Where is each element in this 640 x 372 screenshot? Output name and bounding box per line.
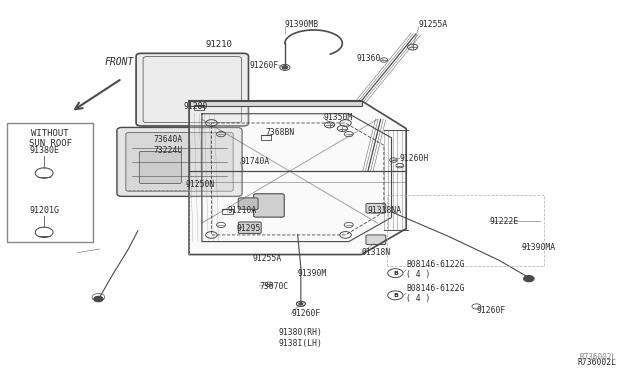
FancyBboxPatch shape bbox=[140, 151, 181, 183]
Text: 91318NA: 91318NA bbox=[368, 206, 402, 215]
Text: 91380E: 91380E bbox=[29, 146, 59, 155]
Text: R736002L: R736002L bbox=[578, 357, 617, 366]
Text: 91260F: 91260F bbox=[476, 306, 506, 315]
FancyBboxPatch shape bbox=[126, 133, 233, 191]
Text: 91390MA: 91390MA bbox=[521, 243, 556, 251]
Circle shape bbox=[524, 276, 534, 282]
Text: WITHOUT
SUN ROOF: WITHOUT SUN ROOF bbox=[29, 129, 72, 148]
Text: 73224U: 73224U bbox=[154, 146, 182, 155]
Circle shape bbox=[299, 303, 303, 305]
FancyBboxPatch shape bbox=[253, 194, 284, 217]
Text: FRONT: FRONT bbox=[104, 57, 134, 67]
Text: 91280: 91280 bbox=[184, 102, 208, 111]
Text: 91260F: 91260F bbox=[249, 61, 278, 70]
Text: 91360: 91360 bbox=[356, 54, 381, 62]
Text: 91740A: 91740A bbox=[240, 157, 269, 166]
Text: B: B bbox=[393, 270, 398, 276]
FancyBboxPatch shape bbox=[238, 198, 258, 209]
Text: 91390M: 91390M bbox=[298, 269, 327, 278]
Polygon shape bbox=[189, 101, 406, 254]
FancyBboxPatch shape bbox=[189, 101, 362, 106]
Circle shape bbox=[282, 66, 287, 69]
Text: B: B bbox=[393, 293, 398, 298]
Text: 73640A: 73640A bbox=[154, 135, 182, 144]
Text: 91255A: 91255A bbox=[253, 254, 282, 263]
Text: 91250N: 91250N bbox=[186, 180, 215, 189]
Text: 91260F: 91260F bbox=[291, 310, 321, 318]
FancyBboxPatch shape bbox=[136, 53, 248, 126]
Text: 7368BN: 7368BN bbox=[266, 128, 295, 137]
Text: 91390MB: 91390MB bbox=[285, 20, 319, 29]
Text: 91210: 91210 bbox=[205, 40, 232, 49]
Text: 91222E: 91222E bbox=[489, 217, 518, 226]
FancyBboxPatch shape bbox=[366, 235, 386, 244]
Text: 91380(RH)
9138I(LH): 91380(RH) 9138I(LH) bbox=[278, 328, 323, 348]
Text: R736002L: R736002L bbox=[580, 353, 617, 362]
Text: 91210A: 91210A bbox=[227, 206, 257, 215]
FancyBboxPatch shape bbox=[366, 203, 386, 213]
Text: 91255A: 91255A bbox=[419, 20, 448, 29]
Bar bbox=[7, 123, 93, 241]
Circle shape bbox=[94, 296, 103, 302]
FancyBboxPatch shape bbox=[238, 222, 261, 234]
Text: 91295: 91295 bbox=[237, 224, 261, 233]
Text: 91260H: 91260H bbox=[400, 154, 429, 163]
Text: B08146-6122G
( 4 ): B08146-6122G ( 4 ) bbox=[406, 260, 465, 279]
Text: B08146-6122G
( 4 ): B08146-6122G ( 4 ) bbox=[406, 284, 465, 303]
Text: 91350M: 91350M bbox=[323, 113, 353, 122]
Text: 91201G: 91201G bbox=[29, 206, 59, 215]
FancyBboxPatch shape bbox=[117, 128, 242, 196]
Text: 73670C: 73670C bbox=[259, 282, 289, 291]
Text: 91318N: 91318N bbox=[362, 248, 391, 257]
